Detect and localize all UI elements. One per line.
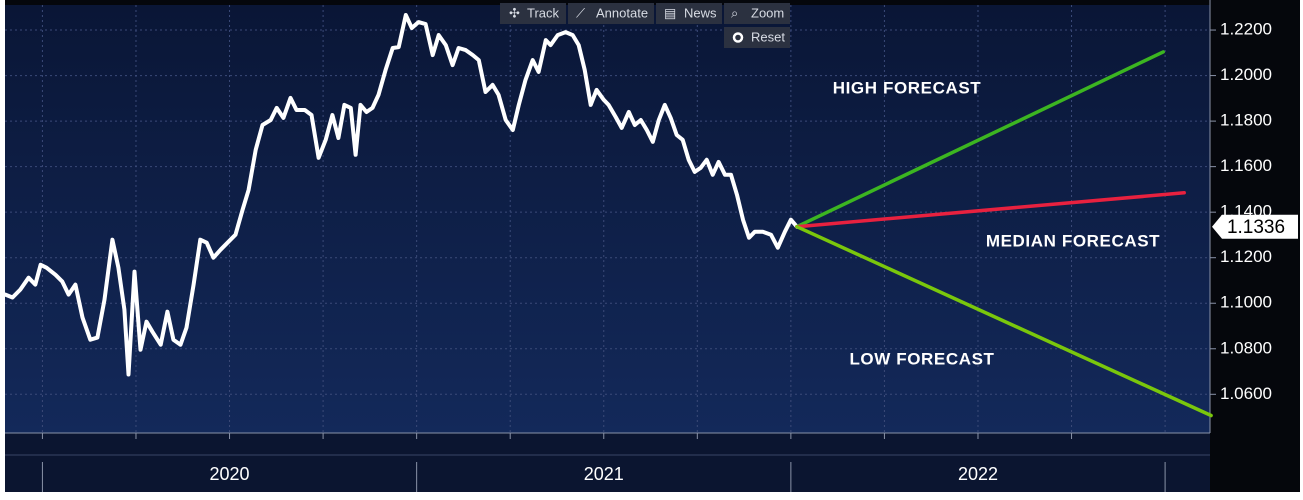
y-tick-label: 1.2200 — [1220, 20, 1272, 39]
x-tick-label: 2021 — [584, 464, 624, 484]
zoom-button[interactable] — [724, 3, 790, 24]
annotate-button-label: Annotate — [596, 5, 648, 20]
x-axis-area — [5, 433, 1210, 492]
annotate-icon: ⟋ — [576, 5, 586, 20]
reset-button-label: Reset — [751, 29, 785, 44]
y-tick-label: 1.1600 — [1220, 156, 1272, 175]
y-tick-label: 1.1200 — [1220, 247, 1272, 266]
toolbar: Track ✣ Annotate ⟋ News ▤ Zoom ⌕ Reset — [500, 3, 790, 48]
news-icon: ▤ — [664, 5, 676, 20]
annotate-button[interactable] — [568, 3, 654, 24]
track-button[interactable] — [500, 3, 566, 24]
price-line — [3, 13, 799, 377]
news-button[interactable] — [656, 3, 722, 24]
y-tick-label: 1.1800 — [1220, 111, 1272, 130]
y-tick-label: 1.0800 — [1220, 338, 1272, 357]
track-button-label: Track — [527, 5, 560, 20]
forecast-label: MEDIAN FORECAST — [986, 231, 1160, 250]
forecast-label: HIGH FORECAST — [833, 78, 982, 97]
forecast-line — [795, 224, 1213, 418]
reset-button[interactable] — [724, 27, 790, 48]
track-icon: ✣ — [509, 5, 520, 20]
last-price-tag — [1212, 214, 1298, 239]
forecast-line — [795, 50, 1165, 229]
zoom-icon: ⌕ — [731, 5, 738, 20]
plot-area — [5, 5, 1210, 433]
plot: 1.06001.08001.10001.12001.14001.16001.18… — [3, 5, 1298, 492]
forecast-label: LOW FORECAST — [849, 349, 994, 368]
forecast-line — [795, 191, 1186, 229]
x-tick-label: 2022 — [958, 464, 998, 484]
y-tick-label: 1.2000 — [1220, 65, 1272, 84]
zoom-button-label: Zoom — [751, 5, 784, 20]
reset-icon — [732, 32, 744, 43]
y-tick-label: 1.1000 — [1220, 293, 1272, 312]
x-tick-label: 2020 — [210, 464, 250, 484]
y-tick-label: 1.0600 — [1220, 384, 1272, 403]
news-button-label: News — [684, 5, 717, 20]
last-price-label: 1.1336 — [1227, 217, 1285, 238]
